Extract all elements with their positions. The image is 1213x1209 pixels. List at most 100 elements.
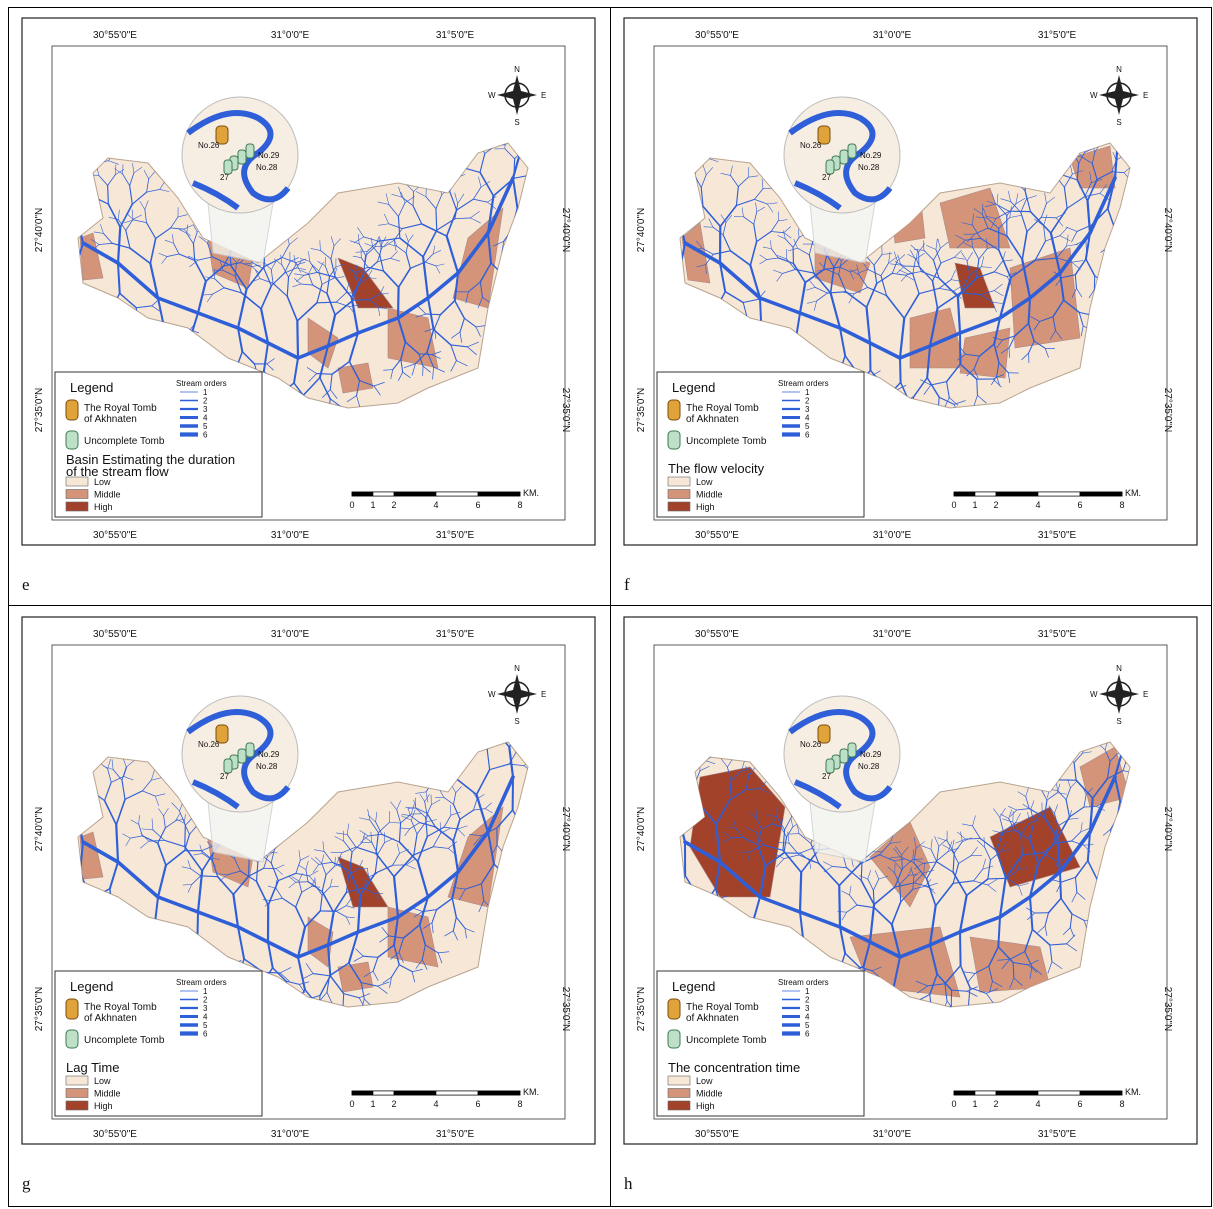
- longitude-label: 30°55'0"E: [695, 629, 739, 640]
- class-swatch: [668, 1076, 690, 1085]
- class-label: High: [696, 1101, 715, 1111]
- latitude-label: 27°35'0"N: [34, 388, 45, 433]
- longitude-label: 31°0'0"E: [271, 1129, 310, 1140]
- inset-label: 27: [822, 173, 831, 182]
- scale-segment: [436, 492, 478, 496]
- stream: [620, 776, 623, 785]
- royal-tomb-label: The Royal Tomb: [686, 1002, 759, 1013]
- stream: [614, 180, 624, 181]
- stream: [900, 358, 901, 382]
- scale-segment: [1080, 492, 1122, 496]
- stream: [1084, 807, 1097, 808]
- compass-n: N: [514, 65, 520, 74]
- longitude-label: 30°55'0"E: [93, 629, 137, 640]
- uncomplete-tomb-icon: [840, 150, 848, 164]
- class-swatch: [66, 1101, 88, 1110]
- royal-tomb-label: The Royal Tomb: [686, 403, 759, 414]
- uncomplete-tomb-icon: [238, 749, 246, 763]
- scale-label: 0: [349, 1099, 354, 1109]
- stream: [977, 379, 978, 395]
- stream-orders-title: Stream orders: [778, 379, 829, 388]
- longitude-label: 31°5'0"E: [1038, 530, 1077, 541]
- scale-label: 6: [475, 500, 480, 510]
- longitude-label: 30°55'0"E: [695, 530, 739, 541]
- map-panel: 30°55'0"E30°55'0"E31°0'0"E31°0'0"E31°5'0…: [610, 607, 1212, 1204]
- royal-tomb-icon: [668, 400, 680, 420]
- stream: [861, 861, 862, 881]
- latitude-label: 27°40'0"N: [34, 208, 45, 253]
- compass-s: S: [1116, 118, 1121, 127]
- longitude-label: 30°55'0"E: [93, 1129, 137, 1140]
- latitude-label: 27°40'0"N: [1162, 208, 1173, 253]
- stream: [11, 789, 21, 790]
- longitude-label: 31°5'0"E: [1038, 1129, 1077, 1140]
- compass-n: N: [514, 664, 520, 673]
- scale-label: 2: [391, 1099, 396, 1109]
- compass-w: W: [1090, 91, 1098, 100]
- inset-label: No.26: [198, 141, 220, 150]
- uncomplete-tomb-icon: [238, 150, 246, 164]
- latitude-label: 27°40'0"N: [560, 208, 571, 253]
- stream: [966, 838, 981, 839]
- map: 30°55'0"E30°55'0"E31°0'0"E31°0'0"E31°5'0…: [610, 607, 1212, 1204]
- panel-label: f: [624, 575, 630, 594]
- scale-segment: [1080, 1091, 1122, 1095]
- longitude-label: 31°5'0"E: [436, 1129, 475, 1140]
- stream: [19, 767, 22, 777]
- class-label: Middle: [696, 490, 723, 500]
- uncomplete-tomb-icon: [848, 743, 856, 757]
- scale-segment: [373, 1091, 394, 1095]
- compass-e: E: [541, 690, 546, 699]
- scale-segment: [996, 492, 1038, 496]
- compass-e: E: [541, 91, 546, 100]
- scale-segment: [394, 1091, 436, 1095]
- stream: [614, 783, 624, 785]
- scale-label: 8: [517, 500, 522, 510]
- stream-orders-title: Stream orders: [778, 978, 829, 987]
- latitude-label: 27°35'0"N: [1162, 987, 1173, 1032]
- compass-s: S: [514, 118, 519, 127]
- inset-label: No.28: [858, 762, 880, 771]
- panel-label: h: [624, 1174, 633, 1193]
- latitude-label: 27°35'0"N: [636, 388, 647, 433]
- scale-segment: [1038, 492, 1080, 496]
- latitude-label: 27°35'0"N: [636, 987, 647, 1032]
- legend-title: Legend: [672, 380, 715, 395]
- longitude-label: 31°0'0"E: [873, 1129, 912, 1140]
- legend-title: Legend: [672, 979, 715, 994]
- royal-tomb-label: of Akhnaten: [84, 1013, 137, 1024]
- scale-label: 0: [951, 1099, 956, 1109]
- longitude-label: 31°0'0"E: [873, 530, 912, 541]
- scale-label: 1: [370, 500, 375, 510]
- longitude-label: 31°0'0"E: [271, 530, 310, 541]
- stream: [960, 932, 961, 965]
- scale-segment: [1038, 1091, 1080, 1095]
- longitude-label: 31°5'0"E: [436, 530, 475, 541]
- inset-label: 27: [220, 772, 229, 781]
- uncomplete-tomb-icon: [246, 743, 254, 757]
- inset-label: No.29: [258, 750, 280, 759]
- scale-label: 2: [391, 500, 396, 510]
- class-label: Middle: [94, 1089, 121, 1099]
- stream-order-label: 6: [805, 431, 810, 440]
- stream: [8, 191, 13, 197]
- scale-segment: [996, 1091, 1038, 1095]
- stream: [14, 790, 21, 798]
- inset-label: No.29: [860, 151, 882, 160]
- class-label: High: [94, 502, 113, 512]
- inset-label: 27: [220, 173, 229, 182]
- stream: [317, 374, 332, 375]
- class-swatch: [66, 1089, 88, 1098]
- legend-title: Legend: [70, 380, 113, 395]
- class-swatch: [66, 477, 88, 486]
- scale-segment: [975, 1091, 996, 1095]
- stream: [760, 298, 761, 324]
- longitude-label: 31°0'0"E: [873, 629, 912, 640]
- scale-label: 4: [433, 500, 438, 510]
- layer-title: The flow velocity: [668, 461, 765, 476]
- stream: [613, 799, 623, 801]
- stream-orders-title: Stream orders: [176, 379, 227, 388]
- latitude-label: 27°35'0"N: [34, 987, 45, 1032]
- latitude-label: 27°40'0"N: [560, 807, 571, 852]
- class-swatch: [668, 502, 690, 511]
